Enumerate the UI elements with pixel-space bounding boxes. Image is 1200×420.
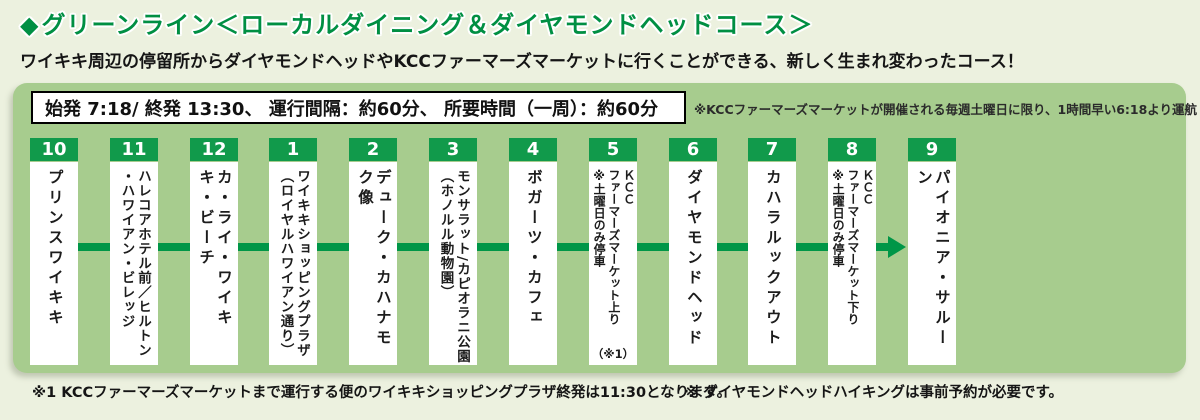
stop-number-badge: 8: [828, 138, 876, 161]
stop-name-line: （ホノルル動物園）: [437, 169, 454, 300]
stop-name-column: ＫＣＣ ファーマーズマーケット上り ※土曜日のみ停車 （※1）: [589, 162, 637, 365]
diamond-icon: ◆: [20, 11, 40, 39]
stop-name-line: カ・ライ・ワイキキ・ビーチ: [197, 169, 233, 329]
schedule-times-text: 始発 7:18/ 終発 13:30、 運行間隔：約60分、 所要時間（一周）：約…: [45, 98, 659, 120]
stop-name-line: ワイキキショッピングプラザ: [294, 169, 311, 358]
stop-name-column: デューク・カハナモク像: [349, 162, 397, 365]
stop-11: 11 ハレコアホテル前／ヒルトン ・ハワイアン・ビレッジ: [110, 138, 158, 365]
page-title: ◆グリーンライン＜ローカルダイニング＆ダイヤモンドヘッドコース＞: [20, 5, 813, 40]
stop-name-line: ＫＣＣ: [860, 169, 875, 205]
page-subtitle: ワイキキ周辺の停留所からダイヤモンドヘッドやKCCファーマーズマーケットに行くこ…: [20, 52, 1024, 72]
stop-8: 8 ＫＣＣ ファーマーズマーケット下り ※土曜日のみ停車: [828, 138, 876, 365]
stop-name-column: カハラルックアウト: [748, 162, 796, 365]
stop-number-badge: 4: [509, 138, 557, 161]
stop-name-line: ダイヤモンドヘッド: [684, 169, 703, 349]
route-arrow-icon: [888, 236, 906, 258]
stop-name-line: パイオニア・サルーン: [915, 169, 951, 349]
stop-name-column: ワイキキショッピングプラザ （ロイヤルハワイアン通り）: [269, 162, 317, 365]
stop-name-line: ハレコアホテル前／ヒルトン: [135, 169, 152, 358]
stop-name-column: カ・ライ・ワイキキ・ビーチ: [190, 162, 238, 365]
stop-name-column: ダイヤモンドヘッド: [669, 162, 717, 365]
stop-name-line: デューク・カハナモク像: [356, 169, 392, 349]
stop-name-line: ※土曜日のみ停車: [831, 169, 846, 267]
stop-name-line: ＫＣＣ: [621, 169, 636, 205]
stop-4: 4 ボガーツ・カフェ: [509, 138, 557, 365]
stop-name-column: ボガーツ・カフェ: [509, 162, 557, 365]
stop-3: 3 モンサラット/カピオラニ公園 （ホノルル動物園）: [429, 138, 477, 365]
stop-6: 6 ダイヤモンドヘッド: [669, 138, 717, 365]
stop-7: 7 カハラルックアウト: [748, 138, 796, 365]
stop-name-column: ＫＣＣ ファーマーズマーケット下り ※土曜日のみ停車: [828, 162, 876, 365]
stop-number-badge: 2: [349, 138, 397, 161]
stop-9: 9 パイオニア・サルーン: [908, 138, 956, 365]
stop-name-line: ボガーツ・カフェ: [524, 169, 543, 329]
stop-name-line: モンサラット/カピオラニ公園: [454, 169, 471, 364]
stop-name-column: プリンスワイキキ: [30, 162, 78, 365]
stop-name-column: ハレコアホテル前／ヒルトン ・ハワイアン・ビレッジ: [110, 162, 158, 365]
stop-number-badge: 9: [908, 138, 956, 161]
stop-name-line: ※土曜日のみ停車: [592, 169, 607, 267]
saturday-service-note: ※KCCファーマーズマーケットが開催される毎週土曜日に限り、1時間早い6:18よ…: [694, 102, 1198, 117]
stop-name-column: モンサラット/カピオラニ公園 （ホノルル動物園）: [429, 162, 477, 365]
stop-number-badge: 6: [669, 138, 717, 161]
stop-name-line: カハラルックアウト: [763, 169, 782, 349]
stop-name-line: （ロイヤルハワイアン通り）: [277, 169, 294, 358]
page-title-text: グリーンライン＜ローカルダイニング＆ダイヤモンドヘッドコース＞: [41, 11, 814, 39]
stop-1: 1 ワイキキショッピングプラザ （ロイヤルハワイアン通り）: [269, 138, 317, 365]
stop-name-line: ファーマーズマーケット上り: [606, 169, 621, 325]
stop-2: 2 デューク・カハナモク像: [349, 138, 397, 365]
stop-number-badge: 7: [748, 138, 796, 161]
stop-number-badge: 10: [30, 138, 78, 161]
stop-name-line: プリンスワイキキ: [45, 169, 64, 329]
stop-number-badge: 1: [269, 138, 317, 161]
schedule-box: 始発 7:18/ 終発 13:30、 運行間隔：約60分、 所要時間（一周）：約…: [31, 91, 686, 124]
stop-name-line: ファーマーズマーケット下り: [845, 169, 860, 325]
stop-name-column: パイオニア・サルーン: [908, 162, 956, 365]
stop-10: 10 プリンスワイキキ: [30, 138, 78, 365]
stop-number-badge: 5: [589, 138, 637, 161]
stop-number-badge: 11: [110, 138, 158, 161]
stop-footnote: （※1）: [591, 347, 635, 361]
stop-5: 5 ＫＣＣ ファーマーズマーケット上り ※土曜日のみ停車 （※1）: [589, 138, 637, 365]
footnote-2: ※ ダイヤモンドヘッドハイキングは事前予約が必要です。: [684, 385, 1064, 401]
stop-12: 12 カ・ライ・ワイキキ・ビーチ: [190, 138, 238, 365]
stop-number-badge: 12: [190, 138, 238, 161]
footnote-1: ※1 KCCファーマーズマーケットまで運行する便のワイキキショッピングプラザ終発…: [32, 385, 732, 401]
stop-number-badge: 3: [429, 138, 477, 161]
stop-name-line: ・ハワイアン・ビレッジ: [118, 169, 135, 329]
